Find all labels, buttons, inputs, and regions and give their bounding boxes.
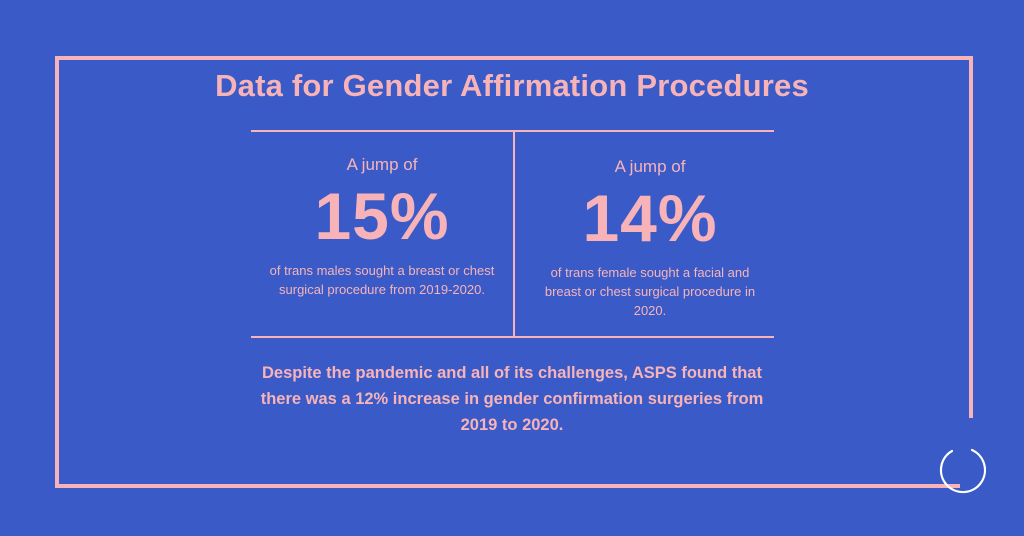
column-divider [513,131,515,337]
stat-lead-text: A jump of [346,155,418,174]
stat-lead-text: A jump of [614,157,686,176]
stat-block-trans-female: A jump of 14% of trans female sought a f… [530,131,770,320]
circle-logo-icon [939,448,987,494]
bottom-rule [251,336,774,338]
page-title: Data for Gender Affirmation Procedures [215,68,809,103]
frame-gap [960,418,974,508]
stat-percentage: 14% [582,181,718,255]
border-frame [55,56,973,488]
top-rule [251,130,774,132]
summary-text: Despite the pandemic and all of its chal… [260,364,764,434]
stat-percentage: 15% [314,179,450,253]
stat-description: of trans female sought a facial and brea… [544,265,756,318]
stat-description: of trans males sought a breast or chest … [269,263,495,297]
stat-block-trans-males: A jump of 15% of trans males sought a br… [262,131,502,299]
